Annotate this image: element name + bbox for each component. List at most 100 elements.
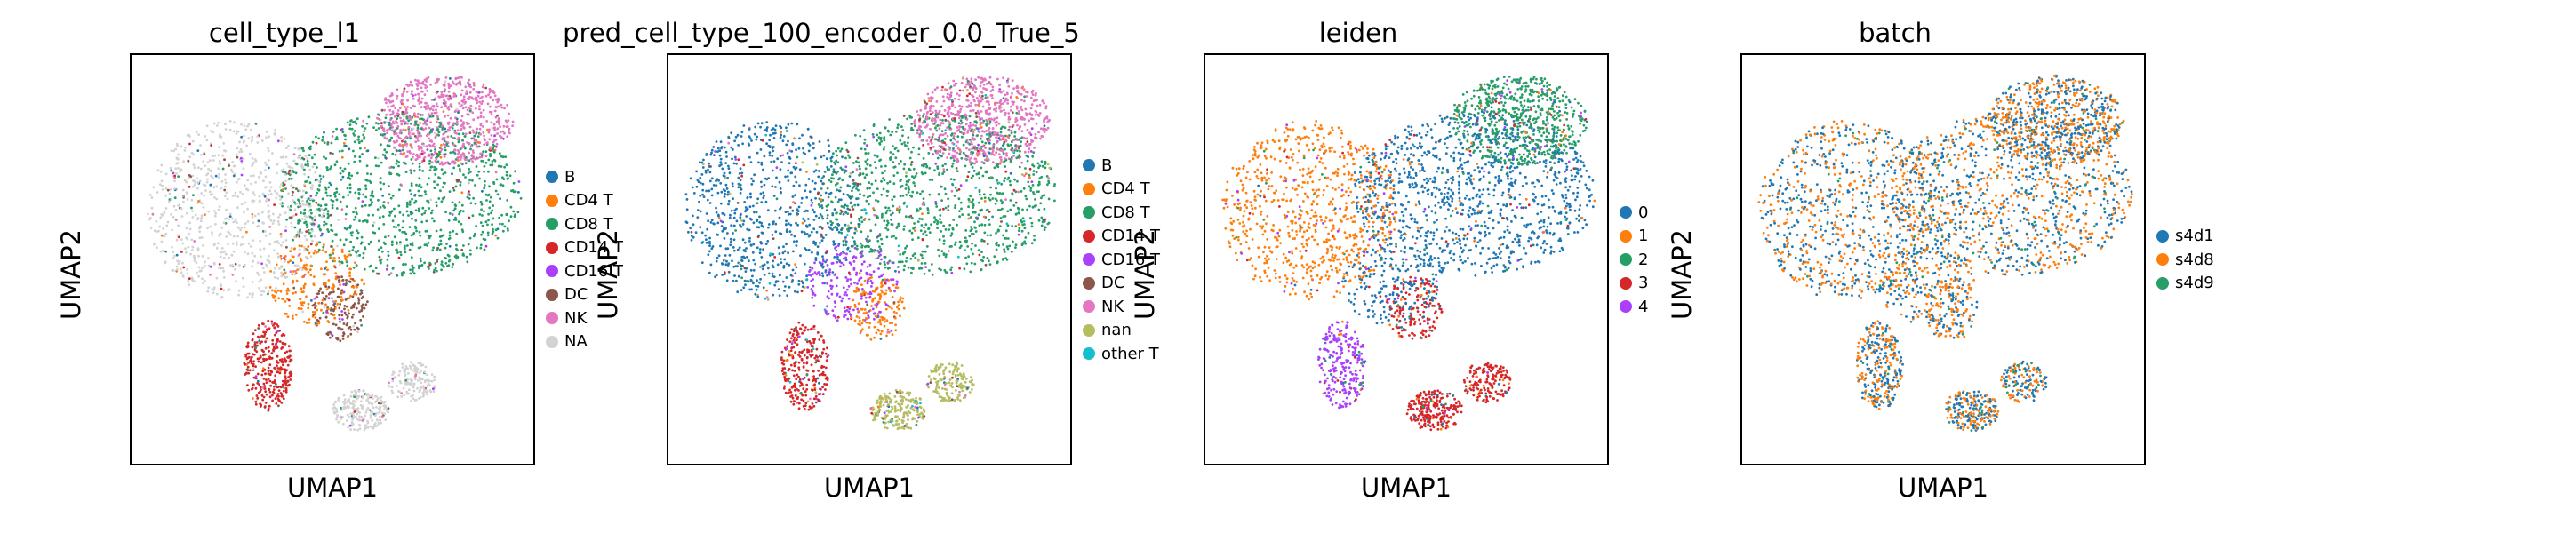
scatter-point bbox=[504, 155, 508, 158]
scatter-point bbox=[479, 132, 482, 136]
scatter-point bbox=[307, 164, 309, 167]
scatter-point bbox=[451, 80, 454, 84]
scatter-point bbox=[292, 171, 295, 174]
scatter-point bbox=[828, 149, 831, 153]
scatter-point bbox=[390, 389, 394, 393]
scatter-point bbox=[164, 187, 168, 190]
scatter-point bbox=[160, 163, 164, 167]
scatter-point bbox=[1008, 244, 1012, 248]
scatter-point bbox=[420, 364, 423, 367]
scatter-point bbox=[989, 90, 993, 92]
scatter-point bbox=[256, 261, 260, 265]
scatter-point bbox=[417, 99, 420, 101]
scatter-point bbox=[327, 186, 331, 189]
scatter-point bbox=[363, 393, 366, 396]
scatter-point bbox=[358, 254, 361, 257]
scatter-point bbox=[353, 160, 356, 163]
scatter-point bbox=[382, 223, 386, 226]
scatter-point bbox=[407, 382, 411, 385]
scatter-point bbox=[971, 143, 973, 146]
scatter-point bbox=[952, 135, 956, 138]
scatter-point bbox=[404, 140, 407, 143]
scatter-point bbox=[330, 228, 333, 232]
scatter-point bbox=[251, 387, 253, 391]
scatter-point bbox=[160, 240, 164, 243]
scatter-point bbox=[440, 260, 444, 264]
scatter-point bbox=[947, 204, 950, 208]
scatter-point bbox=[357, 297, 360, 300]
scatter-point bbox=[159, 170, 163, 173]
scatter-point bbox=[453, 203, 457, 207]
scatter-point bbox=[292, 291, 295, 295]
scatter-point bbox=[966, 175, 970, 179]
scatter-point bbox=[263, 333, 267, 336]
scatter-point bbox=[723, 195, 726, 198]
scatter-point bbox=[283, 268, 286, 272]
scatter-point bbox=[212, 288, 216, 291]
scatter-point bbox=[901, 134, 904, 138]
scatter-point bbox=[696, 216, 700, 219]
scatter-point bbox=[514, 170, 516, 173]
scatter-point bbox=[968, 92, 972, 95]
scatter-point bbox=[220, 187, 223, 190]
scatter-point bbox=[730, 146, 733, 149]
scatter-point bbox=[312, 275, 316, 278]
scatter-point bbox=[956, 396, 959, 399]
scatter-point bbox=[240, 160, 244, 163]
scatter-point bbox=[958, 240, 962, 243]
scatter-point bbox=[944, 228, 948, 231]
scatter-point bbox=[422, 159, 426, 163]
scatter-point bbox=[343, 402, 346, 406]
scatter-point bbox=[180, 145, 183, 148]
scatter-point bbox=[458, 150, 460, 154]
scatter-point bbox=[927, 152, 931, 155]
scatter-point bbox=[755, 284, 757, 288]
scatter-point bbox=[432, 219, 436, 223]
scatter-point bbox=[1018, 145, 1021, 148]
scatter-point bbox=[348, 127, 352, 131]
scatter-point bbox=[811, 201, 814, 204]
scatter-point bbox=[326, 228, 329, 231]
scatter-point bbox=[325, 260, 328, 263]
scatter-point bbox=[246, 252, 250, 256]
scatter-point bbox=[284, 255, 287, 258]
scatter-point bbox=[246, 344, 250, 346]
scatter-point bbox=[336, 415, 339, 418]
panel-title: pred_cell_type_100_encoder_0.0_True_5 bbox=[563, 18, 1080, 48]
scatter-point bbox=[246, 296, 249, 299]
scatter-point bbox=[397, 223, 400, 227]
scatter-point bbox=[204, 164, 206, 168]
scatter-point bbox=[402, 90, 405, 92]
scatter-point bbox=[308, 203, 311, 206]
scatter-point bbox=[788, 350, 791, 353]
scatter-point bbox=[240, 173, 244, 177]
scatter-point bbox=[263, 385, 267, 387]
scatter-point bbox=[337, 396, 340, 400]
scatter-point bbox=[785, 219, 788, 223]
scatter-point bbox=[244, 226, 246, 229]
scatter-point bbox=[495, 178, 499, 181]
scatter-point bbox=[338, 279, 341, 282]
scatter-point bbox=[413, 112, 416, 115]
scatter-point bbox=[430, 112, 434, 115]
scatter-point bbox=[287, 355, 291, 359]
scatter-point bbox=[390, 113, 394, 116]
scatter-point bbox=[455, 120, 459, 123]
scatter-point bbox=[848, 175, 852, 178]
scatter-point bbox=[299, 196, 302, 199]
scatter-point bbox=[411, 242, 414, 244]
scatter-point bbox=[288, 173, 292, 177]
scatter-point bbox=[356, 117, 359, 121]
scatter-point bbox=[1001, 258, 1004, 261]
scatter-point bbox=[331, 135, 334, 138]
scatter-point bbox=[388, 118, 392, 122]
scatter-point bbox=[954, 206, 956, 210]
x-axis-label: UMAP1 bbox=[286, 473, 379, 503]
scatter-point bbox=[394, 128, 397, 131]
scatter-point bbox=[905, 406, 908, 409]
scatter-point bbox=[460, 115, 464, 118]
scatter-point bbox=[464, 106, 468, 109]
scatter-point bbox=[417, 145, 420, 148]
scatter-point bbox=[273, 366, 276, 370]
scatter-point bbox=[430, 217, 434, 220]
